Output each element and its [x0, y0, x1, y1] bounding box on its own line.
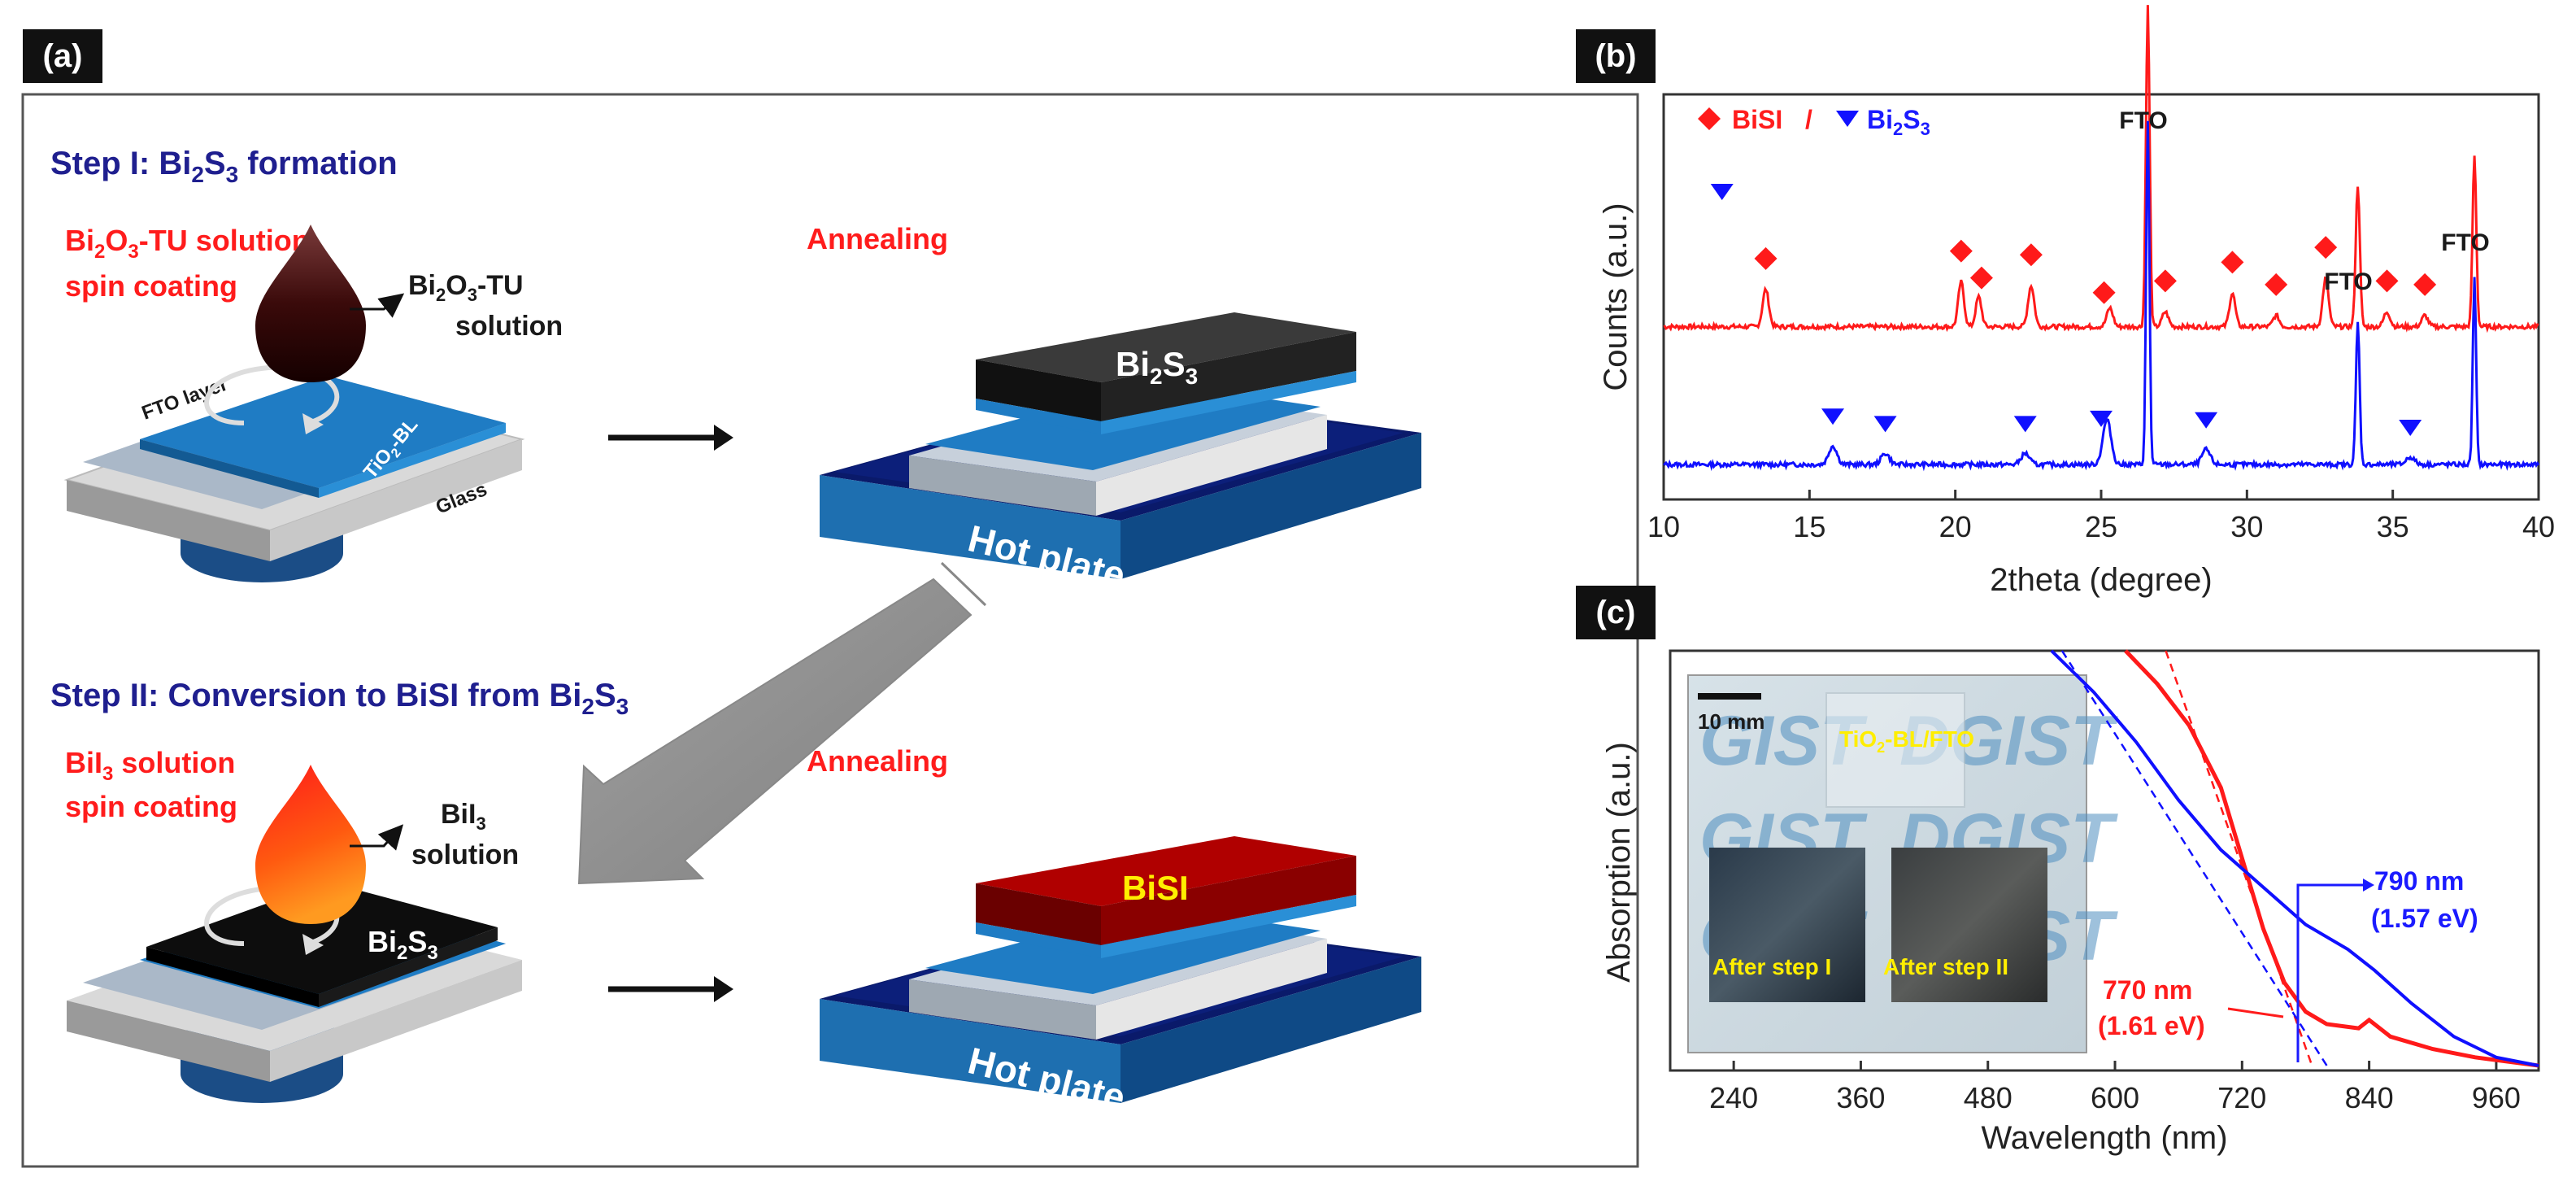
bisi-peak-marker: [2413, 273, 2437, 296]
bisi-peak-marker: [2153, 269, 2177, 293]
xrd-tick-label-10: 10: [1647, 510, 1680, 543]
bisi-peak-marker: [2375, 269, 2399, 293]
onset-770-leader: [2227, 1007, 2284, 1018]
bi2s3-peak-marker: [1821, 408, 1845, 425]
xrd-series-bi2s3: [1663, 120, 2540, 472]
panel-a: (a) Step I: Bi2S3 formation Bi2O3-TU sol…: [21, 29, 1639, 1168]
abs-tick-label-480: 480: [1964, 1081, 2012, 1114]
film-bisi-label: BiSI: [1122, 869, 1189, 907]
bi2s3-isolated-marker: [1710, 184, 1734, 200]
abs-tick-label-720: 720: [2217, 1081, 2266, 1114]
abs-tangent-red: [2165, 650, 2313, 1066]
xrd-tick-label-25: 25: [2085, 510, 2117, 543]
hot-plate-1: Hot plate Bi2S3: [820, 312, 1421, 596]
xrd-tick-label-30: 30: [2230, 510, 2263, 543]
legend-separator: /: [1805, 105, 1812, 134]
scale-bar-label: 10 mm: [1698, 709, 1764, 734]
sample-after-step2: [1891, 848, 2047, 1002]
step2-substrate-label: Bi2S3: [368, 925, 438, 964]
bisi-peak-marker: [1754, 246, 1778, 270]
bisi-peak-marker: [1969, 266, 1993, 290]
legend-bi2s3-label: Bi2S3: [1867, 105, 1930, 139]
abs-tick-label-960: 960: [2472, 1081, 2521, 1114]
fto-annotation-2: FTO: [2324, 268, 2372, 295]
step1-drop-label-line1: Bi2O3-TU: [408, 270, 524, 305]
spin-coater-2: Bi2S3: [67, 765, 522, 1103]
step1-heading: Step I: Bi2S3 formation: [50, 146, 398, 187]
inset-photo: GIST DGIST GIST DGIST GIST DGIST 10 mm T…: [1687, 674, 2118, 1053]
onset-790-wavelength: 790 nm: [2374, 866, 2464, 896]
onset-770-energy: (1.61 eV): [2098, 1011, 2205, 1040]
bisi-peak-marker: [2092, 281, 2116, 304]
bi2s3-peak-marker: [2195, 412, 2218, 429]
abs-series-bi2s3: [2050, 649, 2539, 1067]
panel-label-a: (a): [43, 38, 83, 74]
bisi-peak-marker: [2314, 236, 2338, 259]
bi2s3-peak-marker: [2090, 410, 2113, 427]
panel-label-b-box: [1576, 29, 1656, 83]
rotation-arrow-1: [204, 364, 340, 425]
step2-drop-label-line2: solution: [411, 839, 519, 870]
inset-sample1-label: After step I: [1712, 954, 1831, 979]
xrd-tick-label-15: 15: [1793, 510, 1825, 543]
fto-annotation-1: FTO: [2119, 107, 2167, 134]
abs-x-ticks: 240 360 480 600 720 840 960: [1709, 1061, 2521, 1114]
bisi-peak-marker: [2221, 251, 2244, 274]
inset-sample2-label: After step II: [1883, 954, 2008, 979]
panel-label-a-box: [23, 29, 102, 83]
xrd-x-ticks: 10 15 20 25 30 35 40: [1647, 490, 2555, 543]
xrd-series-bisi: [1663, 5, 2539, 334]
panel-label-c-box: [1576, 586, 1656, 639]
step2-drop-label-line1: BiI3: [441, 799, 486, 834]
xrd-tick-label-40: 40: [2522, 510, 2555, 543]
abs-tick-label-840: 840: [2345, 1081, 2394, 1114]
sample-after-step1: [1709, 848, 1865, 1002]
legend-bi2s3-marker: [1836, 111, 1859, 127]
step2-heading: Step II: Conversion to BiSI from Bi2S3: [50, 678, 629, 719]
xrd-tick-label-35: 35: [2377, 510, 2409, 543]
xrd-y-axis-title: Counts (a.u.): [1598, 203, 1634, 390]
spin-coater-1: FTO layer TiO2-BL Glass: [63, 225, 525, 582]
abs-tick-label-360: 360: [1836, 1081, 1885, 1114]
panel-label-b: (b): [1595, 38, 1636, 74]
panel-c: (c) 240 360 480 600 720 840 960 Wavelength (nm…: [1576, 586, 2540, 1156]
step2-spin-label-line1: BiI3 solution: [65, 746, 235, 785]
step1-annealing: Annealing: [807, 222, 948, 255]
step1-spin-label-line2: spin coating: [65, 269, 237, 303]
abs-tick-label-240: 240: [1709, 1081, 1758, 1114]
legend-bisi-label: BiSI: [1732, 105, 1782, 134]
xrd-x-axis-title: 2theta (degree): [1990, 562, 2213, 598]
legend-bisi-marker: [1698, 107, 1721, 130]
panel-label-c: (c): [1596, 595, 1636, 630]
step2-spin-label-line2: spin coating: [65, 790, 237, 823]
onset-770-wavelength: 770 nm: [2103, 975, 2192, 1005]
step2-annealing: Annealing: [807, 744, 948, 778]
inset-substrate-label: TiO2-BL/FTO: [1839, 726, 1974, 756]
step1-drop-label-line2: solution: [455, 311, 563, 342]
bisi-peak-marker: [2265, 273, 2288, 296]
bisi-peak-marker: [2019, 243, 2043, 267]
droplet-bi2o3-tu-icon: [255, 225, 366, 382]
tio2-fto-substrate: [1825, 692, 1965, 808]
arrow-step-transition: [577, 561, 987, 885]
fto-annotation-3: FTO: [2441, 229, 2489, 256]
onset-790-leader: [2296, 883, 2363, 1062]
bi2s3-peak-marker: [2399, 419, 2422, 436]
film-bi2s3-label: Bi2S3: [1116, 345, 1198, 389]
abs-tick-label-600: 600: [2091, 1081, 2139, 1114]
abs-y-axis-title: Absorption (a.u.): [1601, 742, 1637, 983]
xrd-markers: [1710, 184, 2437, 436]
bisi-peak-marker: [1949, 239, 1973, 263]
xrd-tick-label-20: 20: [1939, 510, 1972, 543]
bi2s3-peak-marker: [1873, 416, 1897, 433]
abs-plot-frame: [1669, 649, 2540, 1072]
abs-x-axis-title: Wavelength (nm): [1981, 1120, 2227, 1156]
step1-spin-label-line1: Bi2O3-TU solution: [65, 224, 310, 263]
droplet-bii3-icon: [255, 765, 366, 924]
bi2s3-peak-marker: [2013, 416, 2037, 433]
onset-790-energy: (1.57 eV): [2371, 904, 2478, 933]
abs-series-bisi: [2124, 649, 2539, 1068]
panel-b: (b) 10 15 20 25 30 35 40 2theta (degree) Count…: [1576, 5, 2555, 598]
